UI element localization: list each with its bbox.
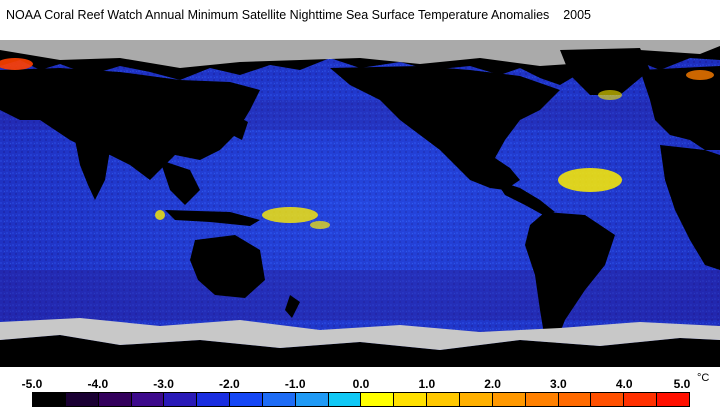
new-zealand (285, 295, 300, 318)
warm-anomaly-pacific (262, 207, 318, 223)
greenland (560, 48, 650, 95)
colorbar-swatch (230, 393, 263, 406)
colorbar-swatch (361, 393, 395, 406)
colorbar-tick-label: -2.0 (219, 377, 240, 391)
antarctic-ice (0, 318, 720, 350)
colorbar-swatch (262, 393, 296, 406)
africa (660, 145, 720, 270)
colorbar-swatch (657, 393, 689, 406)
map-title: NOAA Coral Reef Watch Annual Minimum Sat… (6, 8, 592, 22)
colorbar-tick-label: 2.0 (484, 377, 501, 391)
colorbar-swatch (558, 393, 592, 406)
india (75, 140, 110, 200)
colorbar-tick-label: -1.0 (284, 377, 306, 391)
colorbar-swatch (427, 393, 460, 406)
colorbar-swatch (197, 393, 231, 406)
colorbar-tick-label: -3.0 (153, 377, 174, 391)
north-america (330, 66, 560, 190)
colorbar-swatch (591, 393, 625, 406)
colorbar-swatch (328, 393, 362, 406)
colorbar-swatch (459, 393, 493, 406)
japan (232, 115, 248, 140)
central-america (495, 180, 555, 216)
colorbar-swatch (131, 393, 165, 406)
south-america (525, 212, 615, 345)
colorbar-swatch (33, 393, 66, 406)
eurasia (0, 68, 260, 180)
colorbar-swatch (492, 393, 526, 406)
colorbar-swatch (164, 393, 198, 406)
colorbar-tick-label: 3.0 (550, 377, 567, 391)
colorbar (32, 392, 690, 407)
indonesia (165, 210, 260, 226)
colorbar-tick-label: 4.0 (615, 377, 633, 391)
colorbar-swatch (525, 393, 559, 406)
colorbar-unit: °C (697, 372, 710, 384)
world-sst-anomaly-map (0, 40, 720, 367)
colorbar-swatch (624, 393, 658, 406)
colorbar-swatch (65, 393, 99, 406)
colorbar-tick-label: 0.0 (352, 377, 370, 391)
colorbar-tick-label: 1.0 (418, 377, 436, 391)
warm-anomaly-arctic (0, 58, 33, 70)
colorbar-swatch (98, 393, 132, 406)
colorbar-tick-label: 5.0 (673, 377, 691, 391)
colorbar-tick-label: -5.0 (21, 377, 43, 391)
europe-right (640, 66, 720, 150)
colorbar-tick-label: -4.0 (87, 377, 109, 391)
antarctica (0, 335, 720, 367)
australia (190, 235, 265, 298)
se-asia (160, 160, 200, 205)
arctic-ice (0, 40, 720, 68)
colorbar-swatch (295, 393, 329, 406)
warm-anomaly-atlantic (558, 168, 622, 192)
colorbar-tick-labels: -5.0 -4.0 -3.0 -2.0 -1.0 0.0 1.0 2.0 3.0 4.0 5.0 (0, 377, 720, 391)
colorbar-swatch (394, 393, 428, 406)
